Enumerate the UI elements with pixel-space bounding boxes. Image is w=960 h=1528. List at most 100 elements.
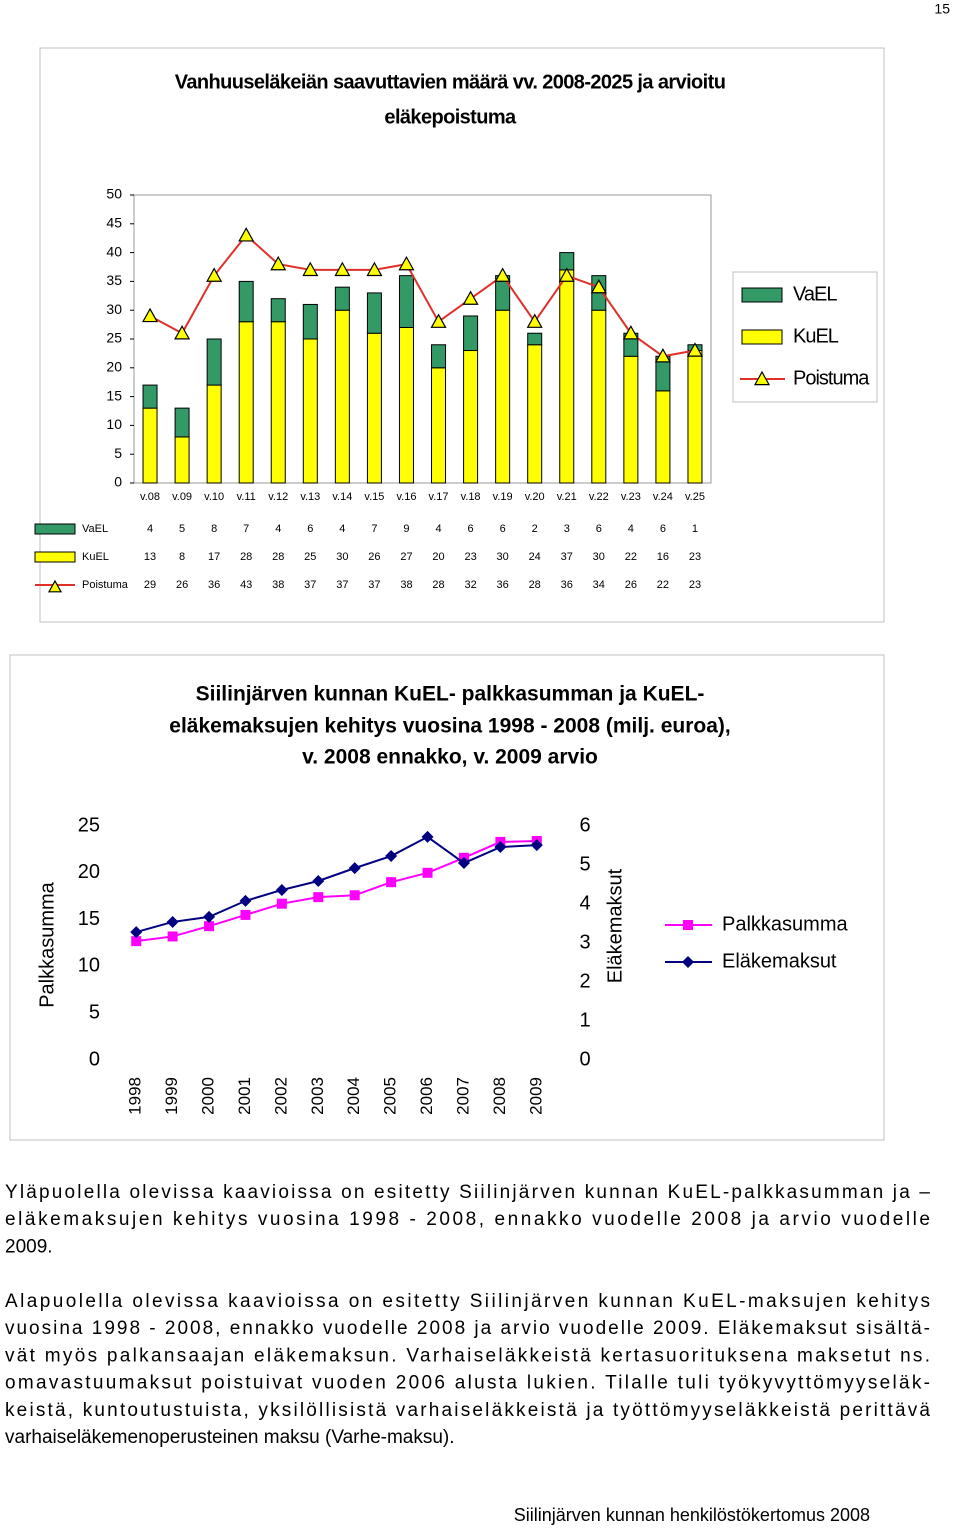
bar (238, 321, 254, 484)
x-tick-label: 1998 (126, 1077, 145, 1115)
marker (349, 890, 360, 901)
paragraph-line: Yläpuolella olevissa kaavioissa on esite… (5, 1182, 930, 1203)
table-cell: 7 (371, 523, 377, 535)
marker (166, 915, 179, 928)
bar (334, 309, 350, 484)
bar (270, 321, 286, 484)
table-cell: 6 (500, 523, 506, 535)
table-key (34, 523, 76, 535)
x-tick-label: v.10 (204, 491, 224, 503)
y-tick-label: 0 (89, 1048, 100, 1070)
table-cell: 38 (400, 579, 412, 591)
bar (559, 252, 575, 271)
marker (558, 267, 575, 282)
table-cell: 30 (336, 551, 348, 563)
marker (654, 348, 671, 363)
marker (421, 830, 434, 843)
x-tick-label: v.19 (493, 491, 513, 503)
table-cell: 4 (339, 523, 345, 535)
paragraph-line: Alapuolella olevissa kaavioissa on esite… (5, 1291, 930, 1312)
marker (131, 936, 142, 947)
y-tick-label: 30 (106, 301, 122, 317)
x-tick-label: 2000 (199, 1077, 218, 1115)
paragraph-line: 2009. (5, 1236, 53, 1257)
chart-title: Siilinjärven kunnan KuEL- palkkasumman j… (196, 683, 705, 706)
table-cell: 30 (497, 551, 509, 563)
table-cell: 23 (689, 579, 701, 591)
marker (240, 909, 251, 920)
y2-tick-label: 5 (579, 853, 590, 875)
y-tick-label: 10 (106, 416, 122, 432)
legend-label: Palkkasumma (722, 913, 848, 935)
table-cell: 27 (400, 551, 412, 563)
table-cell: 29 (144, 579, 156, 591)
y-tick-label: 10 (78, 955, 100, 977)
table-cell: 36 (208, 579, 220, 591)
bar (527, 332, 543, 346)
x-tick-label: v.22 (589, 491, 609, 503)
marker (430, 313, 447, 328)
bar (334, 286, 350, 311)
table-cell: 28 (432, 579, 444, 591)
chart-title: v. 2008 ennakko, v. 2009 arvio (302, 746, 598, 769)
x-tick-label: v.20 (525, 491, 545, 503)
bar (559, 269, 575, 484)
table-row-label: Poistuma (82, 579, 129, 591)
table-cell: 28 (240, 551, 252, 563)
table-cell: 16 (657, 551, 669, 563)
bar (687, 350, 703, 484)
table-cell: 22 (657, 579, 669, 591)
page-number: 15 (934, 1, 950, 17)
table-cell: 7 (243, 523, 249, 535)
y2-tick-label: 0 (579, 1048, 590, 1070)
x-tick-label: 2003 (308, 1077, 327, 1115)
table-key (34, 551, 76, 563)
bar (398, 275, 414, 328)
chart-title: Vanhuuseläkeiän saavuttavien määrä vv. 2… (175, 71, 726, 93)
marker (385, 850, 398, 863)
marker (276, 898, 287, 909)
table-cell: 6 (307, 523, 313, 535)
table-cell: 22 (625, 551, 637, 563)
table-cell: 26 (625, 579, 637, 591)
table-cell: 1 (692, 523, 698, 535)
table-cell: 37 (368, 579, 380, 591)
table-cell: 30 (593, 551, 605, 563)
x-tick-label: v.24 (653, 491, 673, 503)
table-cell: 6 (596, 523, 602, 535)
marker (753, 370, 771, 386)
line (149, 233, 696, 358)
x-tick-label: 2005 (381, 1077, 400, 1115)
marker (270, 255, 287, 271)
legend-key (741, 329, 783, 345)
table-cell: 26 (176, 579, 188, 591)
table-row-label: VaEL (82, 523, 108, 535)
marker (312, 874, 325, 887)
bar (238, 280, 254, 323)
y-tick-label: 15 (106, 387, 122, 403)
table-cell: 6 (468, 523, 474, 535)
y2-tick-label: 4 (579, 892, 590, 914)
y-tick-label: 25 (106, 330, 122, 346)
marker (398, 255, 415, 271)
table-cell: 24 (529, 551, 541, 563)
table-cell: 5 (179, 523, 185, 535)
line (136, 839, 537, 943)
marker (530, 839, 543, 852)
bar (302, 303, 318, 340)
table-cell: 4 (435, 523, 441, 535)
x-tick-label: 1999 (162, 1077, 181, 1115)
table-cell: 37 (336, 579, 348, 591)
bar (142, 407, 158, 484)
x-tick-label: 2009 (526, 1077, 545, 1115)
marker (313, 892, 324, 903)
paragraph-line: varhaiseläkemenoperusteinen maksu (Varhe… (5, 1427, 455, 1448)
marker (203, 910, 216, 923)
x-tick-label: v.09 (172, 491, 192, 503)
marker (457, 857, 470, 870)
x-tick-label: 2001 (235, 1077, 254, 1115)
marker (130, 926, 143, 939)
marker (462, 290, 479, 305)
chart-title: eläkemaksujen kehitys vuosina 1998 - 200… (169, 715, 730, 738)
